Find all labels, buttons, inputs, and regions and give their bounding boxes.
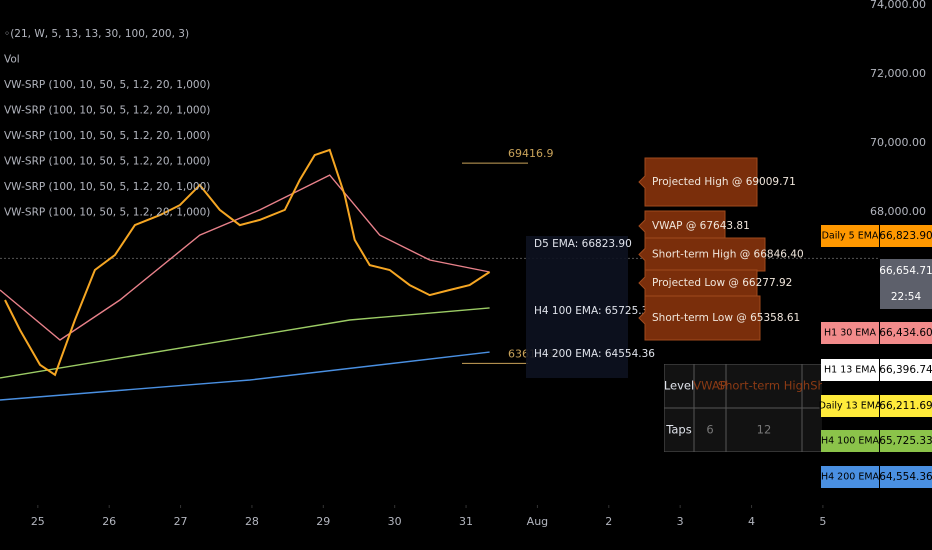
table-header: Short-term High <box>718 379 810 393</box>
callout-text: Short-term High @ 66846.40 <box>652 249 804 261</box>
ema-label: D5 EMA: 66823.90 <box>534 238 632 250</box>
x-tick-label: 27 <box>174 515 188 528</box>
table-cell: 12 <box>757 423 772 437</box>
price-box-name <box>821 395 879 417</box>
series-line <box>4 148 491 377</box>
y-tick-label: 74,000.00 <box>870 0 926 11</box>
callout-box <box>638 295 761 341</box>
price-box-value-text: 66,434.60 <box>879 327 932 339</box>
x-tick-label: 4 <box>748 515 755 528</box>
indicator-label: VW-SRP (100, 10, 50, 5, 1.2, 20, 1,000) <box>4 156 210 168</box>
price-box-name-text: H1 30 EMA <box>824 328 877 339</box>
callout-box <box>638 269 758 297</box>
table-cell: 6 <box>706 423 713 437</box>
x-tick-label: 28 <box>245 515 259 528</box>
price-box-value <box>880 395 932 417</box>
table-header: VWAP <box>693 379 726 393</box>
last-price-box <box>880 259 932 309</box>
price-box-name <box>821 322 879 344</box>
price-box-value <box>880 225 932 247</box>
price-box-value-text: 66,396.74 <box>879 364 932 376</box>
price-box-name-text: H4 200 EMA <box>821 472 880 483</box>
price-box-name <box>821 430 879 452</box>
y-tick-label: 68,000.00 <box>870 205 926 218</box>
table-header: Sho <box>810 379 832 393</box>
x-tick-label: Aug <box>527 515 548 528</box>
indicator-label: ◦(21, W, 5, 13, 13, 30, 100, 200, 3) <box>4 28 189 40</box>
price-box-value <box>880 466 932 488</box>
callout-text: Short-term Low @ 65358.61 <box>652 312 800 324</box>
indicator-label: VW-SRP (100, 10, 50, 5, 1.2, 20, 1,000) <box>4 207 210 219</box>
price-box-name <box>821 466 879 488</box>
price-box-value <box>880 359 932 381</box>
series-line <box>0 174 490 341</box>
price-box-name-text: Daily 5 EMA <box>822 231 879 242</box>
price-box-value-text: 66,823.90 <box>879 230 932 242</box>
price-box-value-text: 64,554.36 <box>879 471 932 483</box>
callout-box <box>638 237 766 272</box>
indicator-label: VW-SRP (100, 10, 50, 5, 1.2, 20, 1,000) <box>4 105 210 117</box>
price-box-name-text: H4 100 EMA <box>821 436 880 447</box>
table-cell: Taps <box>665 423 691 437</box>
x-tick-label: 25 <box>31 515 45 528</box>
x-tick-label: 2 <box>605 515 612 528</box>
indicator-label: VW-SRP (100, 10, 50, 5, 1.2, 20, 1,000) <box>4 181 210 193</box>
x-tick-label: 26 <box>102 515 116 528</box>
table-header: Level <box>664 379 694 393</box>
series-line <box>0 307 490 379</box>
indicator-label: VW-SRP (100, 10, 50, 5, 1.2, 20, 1,000) <box>4 130 210 142</box>
x-tick-label: 5 <box>819 515 826 528</box>
price-box-value-text: 66,211.69 <box>879 400 932 412</box>
y-tick-label: 70,000.00 <box>870 136 926 149</box>
ema-label: H4 100 EMA: 65725.33 <box>534 305 655 317</box>
level-label: 69416.9 <box>508 147 554 160</box>
x-tick-label: 31 <box>459 515 473 528</box>
callout-box <box>638 210 726 242</box>
x-tick-label: 30 <box>388 515 402 528</box>
price-box-value <box>880 322 932 344</box>
price-box-name-text: H1 13 EMA <box>824 365 877 376</box>
callout-box <box>638 157 758 207</box>
ema-label-panel <box>526 236 628 378</box>
x-tick-label: 3 <box>677 515 684 528</box>
price-box-name-text: Daily 13 EMA <box>819 401 882 412</box>
indicator-label: Vol <box>4 54 20 66</box>
price-box-name <box>821 359 879 381</box>
price-box-value-text: 65,725.33 <box>879 435 932 447</box>
price-box-value <box>880 430 932 452</box>
indicator-label: VW-SRP (100, 10, 50, 5, 1.2, 20, 1,000) <box>4 79 210 91</box>
callout-text: Projected High @ 69009.71 <box>652 176 796 188</box>
last-price-time: 22:54 <box>891 291 922 303</box>
x-tick-label: 29 <box>316 515 330 528</box>
y-tick-label: 72,000.00 <box>870 67 926 80</box>
callout-text: VWAP @ 67643.81 <box>652 220 750 232</box>
ema-label: H4 200 EMA: 64554.36 <box>534 348 655 360</box>
callout-text: Projected Low @ 66277.92 <box>652 277 792 289</box>
series-line <box>0 351 490 401</box>
last-price-label: 66,654.71 <box>879 265 932 277</box>
price-box-name <box>821 225 879 247</box>
